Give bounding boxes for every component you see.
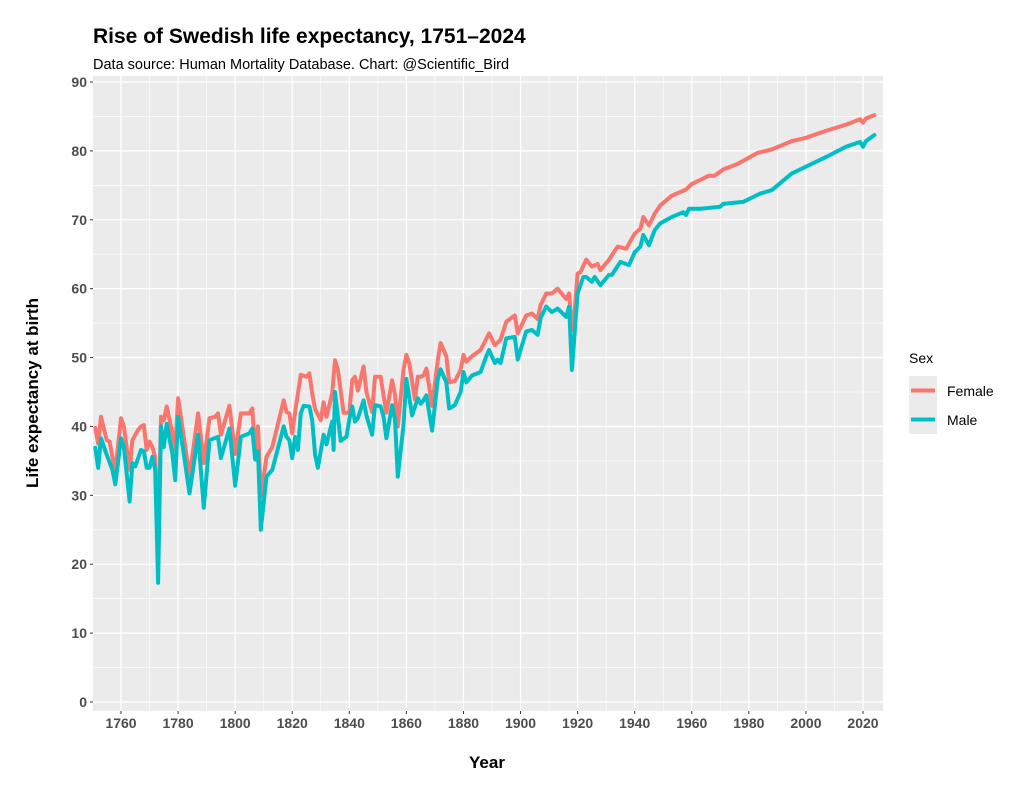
x-tick-label: 1880	[448, 715, 479, 731]
x-tick-label: 1780	[162, 715, 193, 731]
y-tick-label: 10	[71, 625, 87, 641]
x-tick-label: 1760	[105, 715, 136, 731]
legend: Sex Female Male	[909, 350, 994, 434]
x-tick-label: 1800	[220, 715, 251, 731]
y-tick-label: 80	[71, 143, 87, 159]
y-tick-label: 0	[79, 694, 87, 710]
x-axis-title: Year	[469, 753, 505, 772]
plot-panel	[93, 76, 883, 711]
x-tick-label: 2000	[790, 715, 821, 731]
x-tick-label: 1920	[562, 715, 593, 731]
legend-label-female: Female	[947, 383, 994, 399]
y-axis-title: Life expectancy at birth	[23, 298, 42, 488]
y-tick-label: 90	[71, 74, 87, 90]
x-tick-label: 1840	[334, 715, 365, 731]
x-tick-label: 1900	[505, 715, 536, 731]
y-tick-label: 50	[71, 350, 87, 366]
y-tick-label: 40	[71, 418, 87, 434]
x-tick-label: 2020	[847, 715, 878, 731]
x-tick-label: 1820	[277, 715, 308, 731]
legend-label-male: Male	[947, 412, 978, 428]
chart-subtitle: Data source: Human Mortality Database. C…	[93, 57, 509, 73]
chart-title: Rise of Swedish life expectancy, 1751–20…	[93, 25, 526, 48]
series-line-male	[93, 133, 877, 585]
series-line-female	[93, 113, 877, 553]
x-tick-label: 1860	[391, 715, 422, 731]
y-tick-label: 60	[71, 281, 87, 297]
x-tick-label: 1940	[619, 715, 650, 731]
legend-title: Sex	[909, 350, 933, 366]
y-tick-label: 30	[71, 487, 87, 503]
y-tick-label: 20	[71, 556, 87, 572]
x-tick-label: 1980	[733, 715, 764, 731]
y-tick-label: 70	[71, 212, 87, 228]
x-tick-label: 1960	[676, 715, 707, 731]
